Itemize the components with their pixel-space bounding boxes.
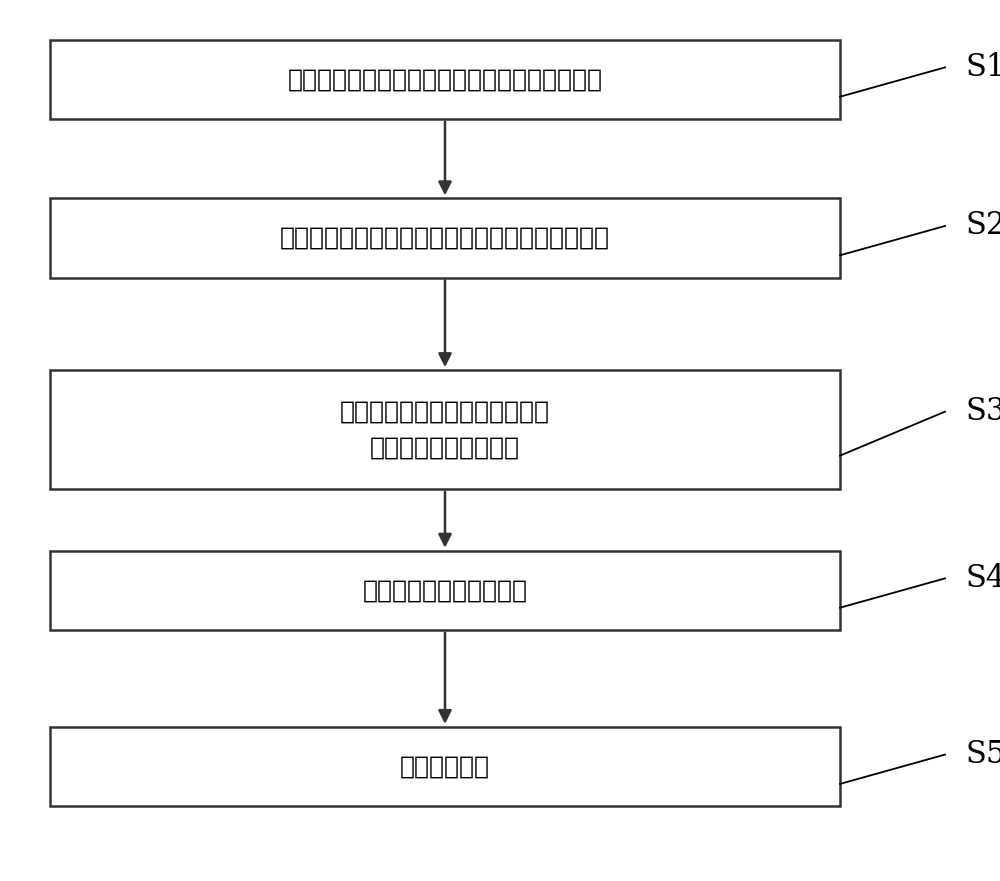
Bar — [50, 727, 840, 806]
Text: 故障分类诊断器离线训练: 故障分类诊断器离线训练 — [362, 578, 528, 603]
Text: S3: S3 — [965, 396, 1000, 427]
Text: 振动与电流多视图关联特征学习
获取关联特征映射矩阵: 振动与电流多视图关联特征学习 获取关联特征映射矩阵 — [340, 400, 550, 459]
Bar — [50, 198, 840, 278]
Bar — [50, 370, 840, 489]
Bar — [50, 551, 840, 630]
Text: S5: S5 — [965, 739, 1000, 770]
Text: 在线故障诊断: 在线故障诊断 — [400, 754, 490, 779]
Bar — [50, 40, 840, 119]
Text: 对训练集与验证集样本进行小波包分频带特征提取: 对训练集与验证集样本进行小波包分频带特征提取 — [280, 226, 610, 250]
Text: S2: S2 — [965, 211, 1000, 241]
Text: S4: S4 — [965, 563, 1000, 594]
Text: S1: S1 — [965, 52, 1000, 83]
Text: 同步采集齿轮箱轴承振动信号与发电机电流信号: 同步采集齿轮箱轴承振动信号与发电机电流信号 — [288, 67, 602, 92]
